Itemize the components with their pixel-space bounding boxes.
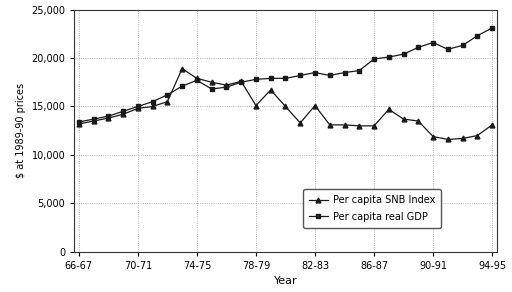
- Per capita SNB Index: [208, 81, 215, 84]
- Per capita real GDP: [489, 26, 495, 30]
- Per capita real GDP: [223, 85, 229, 89]
- Per capita SNB Index: [400, 117, 407, 121]
- Per capita SNB Index: [445, 138, 451, 141]
- Per capita real GDP: [400, 52, 407, 56]
- Per capita SNB Index: [460, 137, 466, 140]
- Per capita SNB Index: [474, 134, 480, 137]
- Per capita SNB Index: [283, 105, 289, 108]
- Per capita SNB Index: [327, 123, 333, 127]
- Per capita SNB Index: [489, 123, 495, 127]
- Per capita real GDP: [105, 114, 112, 118]
- Per capita real GDP: [150, 100, 156, 103]
- Per capita SNB Index: [312, 104, 318, 107]
- Per capita SNB Index: [223, 84, 229, 87]
- Per capita SNB Index: [238, 79, 244, 83]
- Per capita real GDP: [253, 78, 259, 81]
- Per capita real GDP: [208, 87, 215, 91]
- Per capita real GDP: [164, 93, 170, 97]
- Per capita SNB Index: [430, 135, 436, 138]
- Per capita real GDP: [415, 46, 421, 49]
- Per capita real GDP: [91, 117, 97, 121]
- Per capita SNB Index: [120, 112, 126, 116]
- Per capita real GDP: [179, 84, 185, 88]
- Per capita real GDP: [386, 55, 392, 59]
- Per capita SNB Index: [297, 121, 303, 125]
- Per capita real GDP: [371, 57, 377, 61]
- Per capita real GDP: [120, 110, 126, 113]
- Per capita real GDP: [283, 77, 289, 80]
- Per capita SNB Index: [76, 122, 82, 126]
- Y-axis label: $ at 1989-90 prices: $ at 1989-90 prices: [16, 83, 26, 178]
- Per capita SNB Index: [268, 88, 274, 92]
- Per capita SNB Index: [371, 124, 377, 128]
- Per capita SNB Index: [135, 107, 141, 110]
- Per capita real GDP: [356, 69, 362, 72]
- Per capita SNB Index: [179, 67, 185, 70]
- Per capita SNB Index: [194, 77, 200, 80]
- Line: Per capita SNB Index: Per capita SNB Index: [76, 66, 495, 142]
- Per capita SNB Index: [356, 124, 362, 128]
- Per capita SNB Index: [105, 116, 112, 120]
- Per capita real GDP: [76, 120, 82, 124]
- Per capita real GDP: [238, 81, 244, 84]
- X-axis label: Year: Year: [273, 277, 297, 286]
- Per capita real GDP: [342, 71, 348, 74]
- Per capita real GDP: [327, 74, 333, 77]
- Per capita SNB Index: [150, 105, 156, 108]
- Line: Per capita real GDP: Per capita real GDP: [76, 25, 495, 124]
- Per capita real GDP: [474, 34, 480, 37]
- Per capita SNB Index: [415, 119, 421, 123]
- Per capita SNB Index: [253, 104, 259, 107]
- Per capita SNB Index: [342, 123, 348, 127]
- Legend: Per capita SNB Index, Per capita real GDP: Per capita SNB Index, Per capita real GD…: [303, 189, 441, 228]
- Per capita real GDP: [312, 71, 318, 74]
- Per capita real GDP: [430, 41, 436, 44]
- Per capita real GDP: [460, 44, 466, 47]
- Per capita real GDP: [445, 48, 451, 51]
- Per capita SNB Index: [386, 108, 392, 111]
- Per capita real GDP: [297, 74, 303, 77]
- Per capita real GDP: [135, 105, 141, 108]
- Per capita real GDP: [194, 79, 200, 82]
- Per capita SNB Index: [91, 119, 97, 123]
- Per capita SNB Index: [164, 100, 170, 103]
- Per capita real GDP: [268, 77, 274, 80]
